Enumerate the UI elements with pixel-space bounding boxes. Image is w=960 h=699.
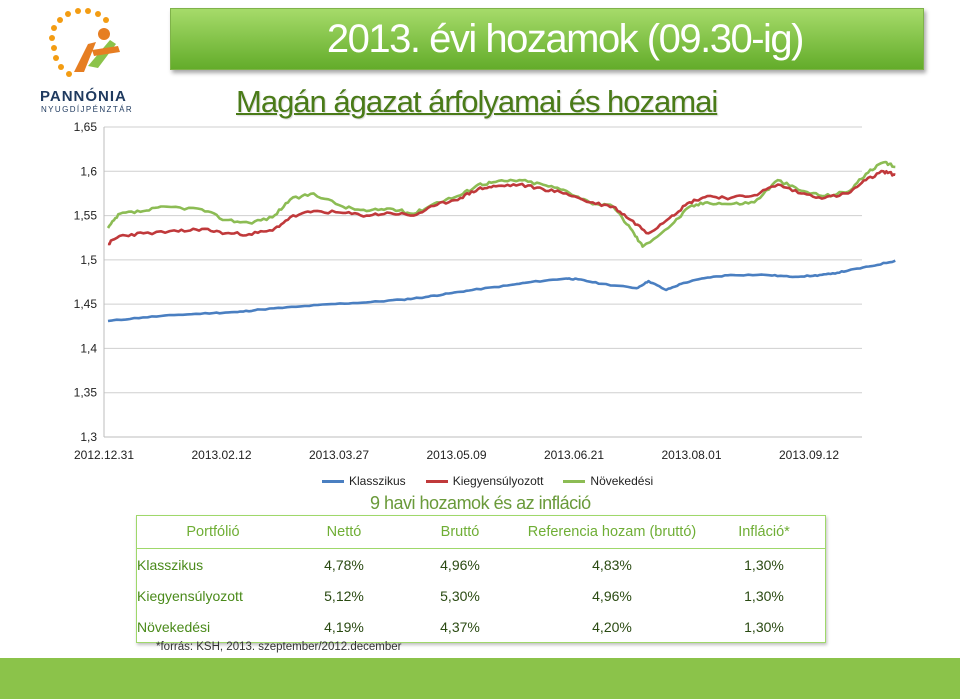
x-tick-label: 2013.08.01: [661, 448, 721, 462]
line-chart: 1,3 1,35 1,4 1,45 1,5 1,55 1,6 1,65 2012.12.31 20…: [74, 120, 896, 462]
cell-inflacio: 1,30%: [744, 587, 784, 604]
cell-portfolio: Kiegyensúlyozott: [137, 587, 243, 604]
x-tick-label: 2012.12.31: [74, 448, 134, 462]
legend-label-klasszikus: Klasszikus: [349, 474, 406, 488]
legend-item-novekedesi: Növekedési: [563, 474, 653, 488]
table-row: Kiegyensúlyozott 5,12% 5,30% 4,96% 1,30%: [137, 580, 825, 611]
x-tick-label: 2013.02.12: [191, 448, 251, 462]
bottom-bar: [0, 658, 960, 699]
cell-referencia: 4,83%: [592, 556, 632, 573]
header-netto: Nettó: [289, 516, 399, 549]
x-tick-label: 2013.05.09: [426, 448, 486, 462]
cell-netto: 4,78%: [324, 556, 364, 573]
y-tick-label: 1,5: [80, 253, 97, 267]
x-tick-label: 2013.09.12: [779, 448, 839, 462]
header-referencia: Referencia hozam (bruttó): [521, 516, 703, 549]
table-row: Klasszikus 4,78% 4,96% 4,83% 1,30%: [137, 549, 825, 581]
page-subtitle: Magán ágazat árfolyamai és hozamai: [236, 84, 718, 119]
y-tick-label: 1,3: [80, 430, 97, 444]
legend-swatch-kiegyensulyozott: [425, 479, 448, 483]
cell-referencia: 4,20%: [592, 618, 632, 635]
table-header-row: Portfólió Nettó Bruttó Referencia hozam …: [137, 516, 825, 549]
y-tick-label: 1,4: [80, 341, 97, 355]
title-banner: 2013. évi hozamok (09.30-ig): [170, 8, 924, 70]
cell-inflacio: 1,30%: [744, 618, 784, 635]
legend-label-kiegyensulyozott: Kiegyensúlyozott: [452, 474, 544, 488]
header-portfolio: Portfólió: [137, 516, 289, 549]
cell-inflacio: 1,30%: [744, 556, 784, 573]
cell-brutto: 4,37%: [440, 618, 480, 635]
cell-referencia: 4,96%: [592, 587, 632, 604]
logo-name: PANNÓNIA: [40, 88, 127, 105]
cell-brutto: 4,96%: [440, 556, 480, 573]
cell-portfolio: Növekedési: [137, 618, 211, 635]
header-brutto: Bruttó: [399, 516, 521, 549]
table-row: Növekedési 4,19% 4,37% 4,20% 1,30%: [137, 611, 825, 642]
y-tick-label: 1,65: [74, 120, 98, 134]
series-line-klasszikus: [107, 259, 896, 323]
page-title: 2013. évi hozamok (09.30-ig): [326, 16, 805, 61]
y-tick-label: 1,35: [74, 386, 98, 400]
cell-netto: 5,12%: [324, 587, 364, 604]
y-tick-label: 1,55: [74, 209, 98, 223]
logo-tagline: NYUGDÍJPÉNZTÁR: [41, 105, 134, 114]
footnote: *forrás: KSH, 2013. szeptember/2012.dece…: [156, 641, 402, 653]
series-line-kiegyensulyozott: [107, 169, 896, 246]
cell-portfolio: Klasszikus: [137, 556, 204, 573]
series-line-novekedesi: [106, 160, 896, 248]
chart-legend: Klasszikus Kiegyensúlyozott Növekedési: [322, 474, 659, 488]
y-tick-label: 1,6: [80, 164, 97, 178]
table-title: 9 havi hozamok és az infláció: [370, 493, 591, 513]
legend-item-kiegyensulyozott: Kiegyensúlyozott: [425, 474, 544, 488]
legend-item-klasszikus: Klasszikus: [322, 474, 406, 488]
cell-brutto: 5,30%: [440, 587, 480, 604]
y-tick-label: 1,45: [74, 297, 98, 311]
x-tick-label: 2013.03.27: [309, 448, 369, 462]
pannonia-logo: [36, 6, 148, 116]
x-tick-label: 2013.06.21: [544, 448, 604, 462]
runner-icon: [49, 8, 120, 77]
returns-table: Portfólió Nettó Bruttó Referencia hozam …: [136, 515, 826, 643]
legend-swatch-novekedesi: [563, 479, 586, 483]
legend-label-novekedesi: Növekedési: [590, 474, 654, 488]
cell-netto: 4,19%: [324, 618, 364, 635]
legend-swatch-klasszikus: [322, 479, 344, 483]
header-inflacio: Infláció*: [703, 516, 825, 549]
